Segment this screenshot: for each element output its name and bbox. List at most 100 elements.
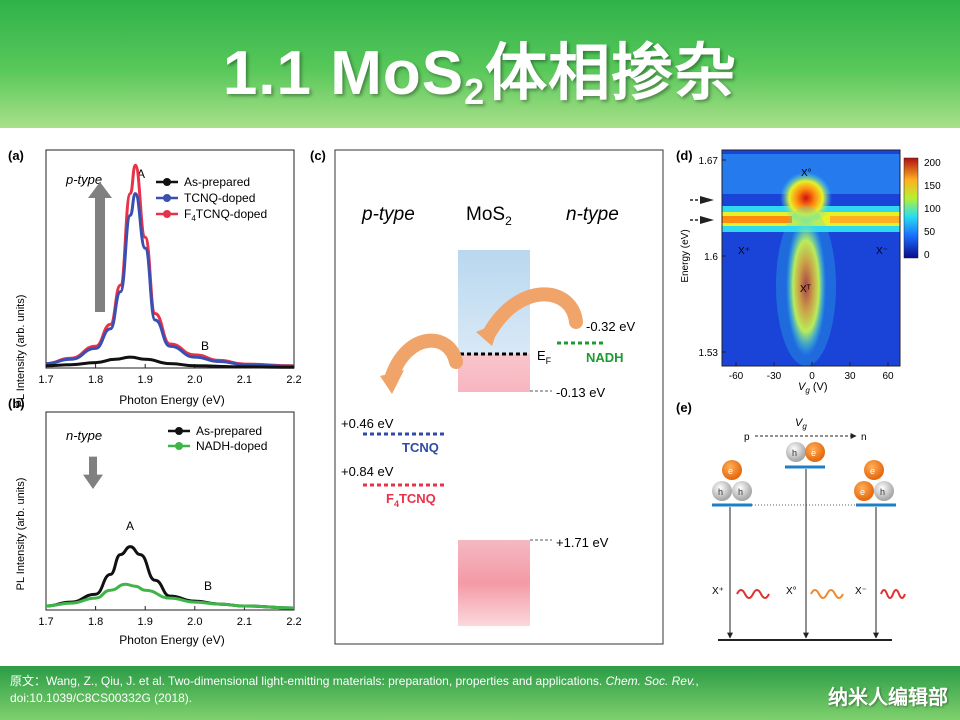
x-tick-label: 2.2 — [286, 374, 301, 386]
panel-a-ylabel: PL Intensity (arb. units) — [15, 295, 27, 408]
x-tick-label: 0 — [809, 371, 815, 382]
panel-d: (d) Energy (eV) X° X⁺ X⁻ Xᵀ 1.67 1.6 1.53 -… — [676, 148, 941, 395]
p-label: p — [744, 432, 750, 443]
x-tick-label: 1.8 — [88, 374, 103, 386]
x-tick-label: 2.2 — [286, 616, 301, 628]
y-tick-label: 1.67 — [699, 156, 719, 167]
heatmap-label-x0: X° — [801, 168, 812, 179]
panel-b-curves — [45, 545, 295, 610]
x-tick-label: -30 — [767, 371, 782, 382]
xminus-electron-1-label: e — [870, 466, 875, 476]
heatmap — [722, 150, 900, 366]
brand-logo: 纳米人编辑部 — [828, 685, 948, 709]
panel-b-label: (b) — [8, 396, 25, 411]
x-tick-label: -60 — [729, 371, 744, 382]
x-tick-label: 2.0 — [187, 374, 202, 386]
x-tick-label: 1.7 — [38, 374, 53, 386]
heatmap-x0-spot — [780, 172, 832, 224]
xplus-hole-2 — [732, 481, 752, 501]
legend-f4tcnq: F4TCNQ-doped — [184, 207, 267, 223]
panel-b-axes — [45, 411, 295, 611]
tcnq-level-label: +0.46 eV — [341, 416, 394, 431]
panel-a-xlabel: Photon Energy (eV) — [119, 393, 224, 407]
colorbar-tick-label: 100 — [924, 204, 941, 215]
panel-d-xlabel: Vg (V) — [798, 381, 828, 395]
colorbar-tick-label: 200 — [924, 158, 941, 169]
ef-level-label: -0.13 eV — [556, 385, 605, 400]
colorbar — [903, 157, 919, 259]
figure-svg: (a) PL Intensity (arb. units) Photon Ene… — [8, 148, 941, 647]
x-tick-label: 2.1 — [237, 374, 252, 386]
x0-emission — [810, 589, 844, 599]
panel-d-label: (d) — [676, 148, 693, 163]
panel-b-ticks: 1.7 1.8 1.9 2.0 2.1 2.2 — [38, 606, 302, 628]
panel-b-legend: As-prepared NADH-doped — [168, 424, 267, 453]
x-tick-label: 60 — [882, 371, 894, 382]
electron-donation-arrowhead — [476, 322, 500, 346]
x-tick-label: 2.1 — [237, 616, 252, 628]
x-tick-label: 1.9 — [138, 374, 153, 386]
series-line-tcnq-doped — [45, 192, 295, 368]
panel-e: (e) Vg p n e h h X⁺ h e X° e e h — [676, 400, 906, 641]
legend-as-prepared: As-prepared — [184, 175, 250, 189]
energy-marker-bottom — [700, 216, 714, 224]
panel-c: (c) p-type MoS2 n-type EF -0.13 eV -0.32… — [310, 148, 664, 645]
panel-b-peak-a: A — [126, 519, 134, 533]
xplus-electron-label: e — [728, 466, 733, 476]
x-tick-label: 2.0 — [187, 616, 202, 628]
heatmap-xt-halo — [776, 206, 836, 366]
x0-hole-label: h — [792, 448, 797, 458]
header-divider — [0, 128, 960, 136]
tcnq-label: TCNQ — [402, 440, 439, 455]
colorbar-tick-label: 0 — [924, 250, 930, 261]
panel-c-label: (c) — [310, 148, 326, 163]
legend-marker-b-as-prepared — [175, 427, 183, 435]
heatmap-xt-spot — [786, 216, 826, 356]
legend-tcnq: TCNQ-doped — [184, 191, 255, 205]
panel-c-p-type: p-type — [361, 204, 415, 225]
increase-arrow — [88, 182, 112, 312]
legend-marker-nadh — [175, 442, 183, 450]
legend-b-as-prepared: As-prepared — [196, 424, 262, 438]
xplus-hole-2-label: h — [738, 487, 743, 497]
heatmap-label-xminus: X⁻ — [876, 246, 888, 257]
panel-c-n-type: n-type — [566, 204, 619, 225]
heatmap-axes — [721, 149, 901, 367]
electron-donation-arrow — [483, 287, 583, 339]
legend-marker-tcnq — [163, 194, 171, 202]
vb-level-label: +1.71 eV — [556, 535, 609, 550]
xminus-emission — [880, 589, 906, 599]
legend-marker-f4tcnq — [163, 210, 171, 218]
panel-a-curves — [45, 163, 295, 369]
panel-a-type-label: p-type — [65, 172, 102, 187]
slide-title: 1.1 MoS2体相掺杂 — [222, 36, 738, 112]
x-tick-label: 1.9 — [138, 616, 153, 628]
slide-header: 1.1 MoS2体相掺杂 — [0, 0, 960, 128]
x0-label: X° — [786, 586, 797, 597]
electron-withdrawal-arrowhead — [380, 370, 404, 394]
n-label: n — [861, 432, 867, 443]
legend-marker-as-prepared — [163, 178, 171, 186]
f4tcnq-level-label: +0.84 eV — [341, 464, 394, 479]
x0-electron-label: e — [811, 448, 816, 458]
panel-c-mos2: MoS2 — [466, 204, 512, 228]
heatmap-band-left-hot — [722, 216, 792, 223]
xplus-emission — [736, 589, 770, 599]
panel-b: (b) PL Intensity (arb. units) Photon Ene… — [8, 396, 302, 647]
panel-a-legend: As-prepared TCNQ-doped F4TCNQ-doped — [156, 175, 267, 223]
panel-b-xlabel: Photon Energy (eV) — [119, 633, 224, 647]
y-tick-label: 1.6 — [704, 252, 718, 263]
heatmap-label-xplus: X⁺ — [738, 246, 750, 257]
panel-a-peak-a: A — [137, 167, 145, 181]
colorbar-tick-label: 50 — [924, 227, 936, 238]
nadh-level-label: -0.32 eV — [586, 319, 635, 334]
valence-band — [458, 540, 530, 626]
legend-nadh: NADH-doped — [196, 439, 267, 453]
panel-b-type-label: n-type — [66, 428, 102, 443]
heatmap-label-xt: Xᵀ — [800, 284, 812, 295]
panel-a-label: (a) — [8, 148, 24, 163]
x0-electron — [805, 442, 825, 462]
xminus-hole — [874, 481, 894, 501]
panel-b-peak-b: B — [204, 579, 212, 593]
x-tick-label: 1.7 — [38, 616, 53, 628]
